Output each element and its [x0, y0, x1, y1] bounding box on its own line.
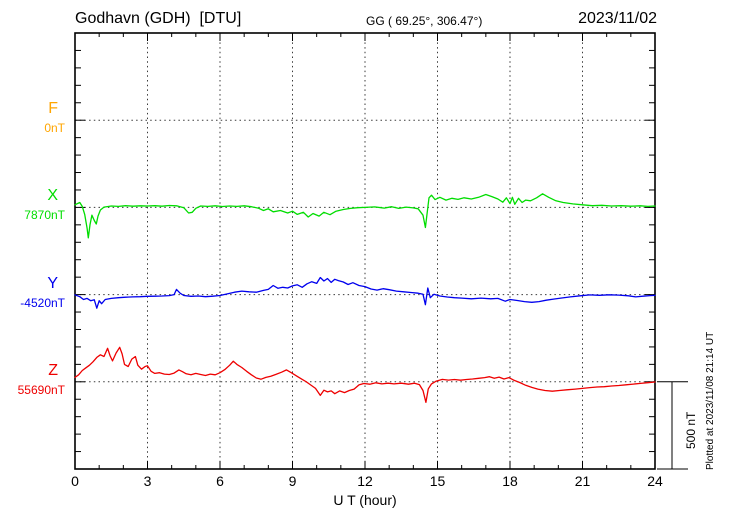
station-title: Godhavn (GDH) [DTU] — [75, 10, 242, 27]
geographic-coordinates: GG ( 69.25°, 306.47°) — [366, 14, 483, 28]
plot-date: 2023/11/02 — [578, 10, 657, 27]
x-tick-label-18: 18 — [502, 473, 518, 489]
trace-Z — [74, 346, 656, 404]
channel-letter-F: F — [48, 100, 58, 118]
channel-baseline-value-Z: 55690nT — [17, 382, 65, 397]
x-tick-label-6: 6 — [216, 473, 224, 489]
trace-Y — [74, 276, 656, 309]
x-tick-label-9: 9 — [288, 473, 297, 489]
x-tick-label-12: 12 — [357, 473, 373, 489]
x-tick-label-21: 21 — [574, 473, 591, 489]
x-tick-label-3: 3 — [143, 473, 152, 489]
channel-letter-X: X — [47, 187, 58, 205]
x-tick-label-24: 24 — [647, 473, 663, 489]
scale-bar-label: 500 nT — [684, 411, 698, 449]
channel-baseline-value-X: 7870nT — [24, 208, 65, 223]
x-tick-label-0: 0 — [71, 473, 79, 489]
trace-X — [74, 193, 656, 239]
plot-frame — [74, 32, 656, 470]
channel-baseline-value-Y: -4520nT — [20, 295, 65, 310]
plotted-at-note: Plotted at 2023/11/08 21:14 UT — [705, 331, 716, 470]
channel-letter-Z: Z — [48, 361, 58, 379]
x-axis-label: U T (hour) — [333, 492, 397, 508]
x-tick-label-15: 15 — [429, 473, 446, 489]
channel-baseline-value-F: 0nT — [44, 121, 65, 136]
channel-letter-Y: Y — [47, 274, 58, 292]
